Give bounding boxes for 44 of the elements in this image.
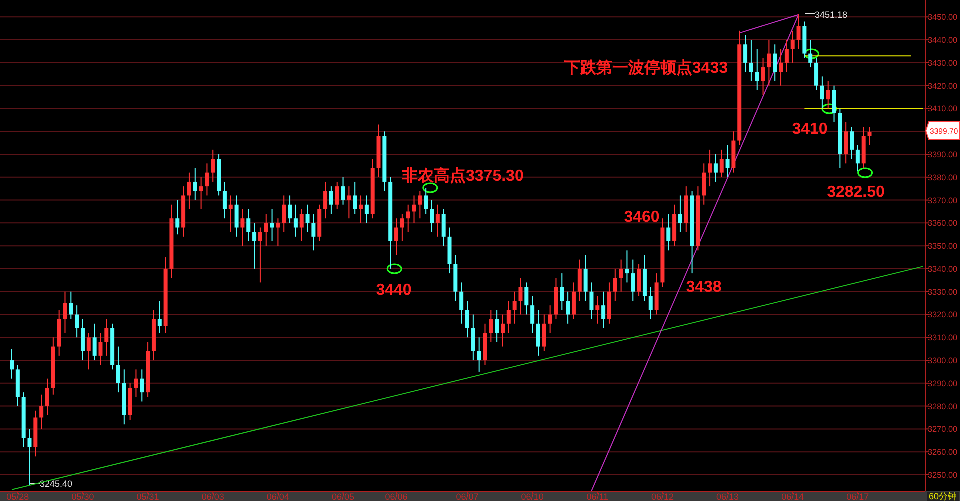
y-tick-label: 3390.00 xyxy=(928,150,958,160)
y-tick-label: 3250.00 xyxy=(928,470,958,480)
y-tick-label: 3310.00 xyxy=(928,334,958,343)
x-tick-label: 06/17 xyxy=(846,492,870,501)
y-tick-label: 3330.00 xyxy=(928,288,958,297)
x-tick-label: 05/30 xyxy=(72,492,94,501)
y-tick-label: 3300.00 xyxy=(928,356,958,366)
x-tick-label: 06/11 xyxy=(586,492,609,501)
y-tick-label: 3270.00 xyxy=(928,425,958,434)
annotation: 3451.18 xyxy=(815,10,848,20)
x-tick-label: 06/06 xyxy=(385,492,408,501)
x-tick-label: 06/12 xyxy=(651,492,674,501)
annotation: 3460 xyxy=(624,209,660,226)
annotation: 3438 xyxy=(686,279,722,296)
x-tick-label: 06/10 xyxy=(521,492,544,501)
y-tick-label: 3260.00 xyxy=(928,448,958,458)
y-tick-label: 3370.00 xyxy=(928,196,958,206)
y-tick-label: 3440.00 xyxy=(928,36,958,46)
y-tick-label: 3420.00 xyxy=(928,82,958,91)
text: 60分钟 xyxy=(929,492,958,501)
annotation: 3245.40 xyxy=(40,479,73,489)
y-tick-label: 3380.00 xyxy=(928,173,958,182)
annotation: 3410 xyxy=(792,121,828,138)
x-tick-label: 06/05 xyxy=(332,492,355,501)
x-tick-label: 06/07 xyxy=(456,492,479,501)
y-tick-label: 3290.00 xyxy=(928,379,958,388)
y-tick-label: 3320.00 xyxy=(928,310,958,320)
y-tick-label: 3340.00 xyxy=(928,264,958,274)
y-tick-label: 3360.00 xyxy=(928,219,958,228)
annotation: 3440 xyxy=(376,282,412,299)
x-tick-label: 06/04 xyxy=(266,492,290,501)
y-tick-label: 3280.00 xyxy=(928,402,958,412)
y-tick-label: 3430.00 xyxy=(928,58,958,68)
annotation: 非农高点3375.30 xyxy=(401,166,524,185)
x-tick-label: 06/03 xyxy=(202,492,224,501)
y-tick-label: 3410.00 xyxy=(928,104,958,114)
x-tick-label: 06/13 xyxy=(716,492,740,501)
y-tick-label: 3350.00 xyxy=(928,242,958,252)
annotation: 3282.50 xyxy=(827,184,886,201)
x-tick-label: 05/31 xyxy=(136,492,160,501)
annotation: 下跌第一波停顿点3433 xyxy=(563,59,728,77)
y-tick-label: 3450.00 xyxy=(928,13,958,22)
x-tick-label: 06/14 xyxy=(782,492,804,501)
x-tick-label: 05/28 xyxy=(6,492,30,501)
